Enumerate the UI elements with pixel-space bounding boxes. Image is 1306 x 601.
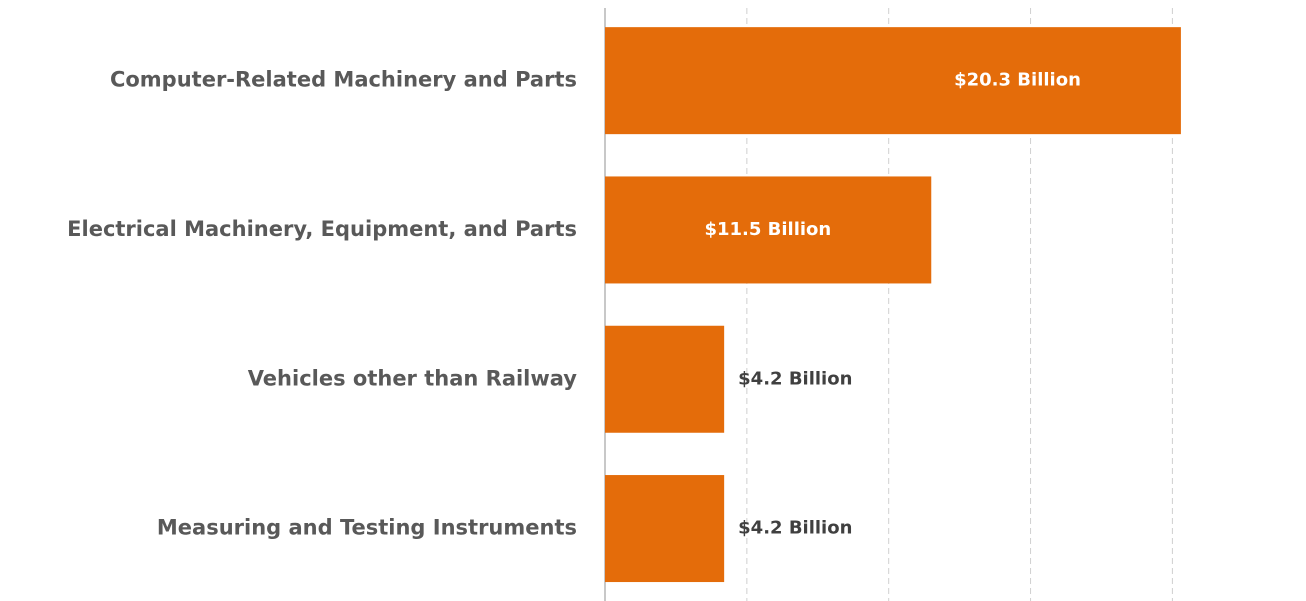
category-label: Vehicles other than Railway [248, 366, 578, 390]
bar [605, 325, 725, 433]
category-label: Computer-Related Machinery and Parts [110, 68, 577, 92]
bar [605, 475, 725, 583]
category-label: Measuring and Testing Instruments [157, 516, 577, 540]
value-label: $4.2 Billion [738, 368, 852, 389]
value-label: $11.5 Billion [704, 219, 831, 240]
bar [605, 176, 932, 284]
value-label: $4.2 Billion [738, 518, 852, 539]
value-label: $20.3 Billion [954, 70, 1081, 91]
bar [605, 27, 1181, 135]
category-label: Electrical Machinery, Equipment, and Par… [67, 217, 577, 241]
